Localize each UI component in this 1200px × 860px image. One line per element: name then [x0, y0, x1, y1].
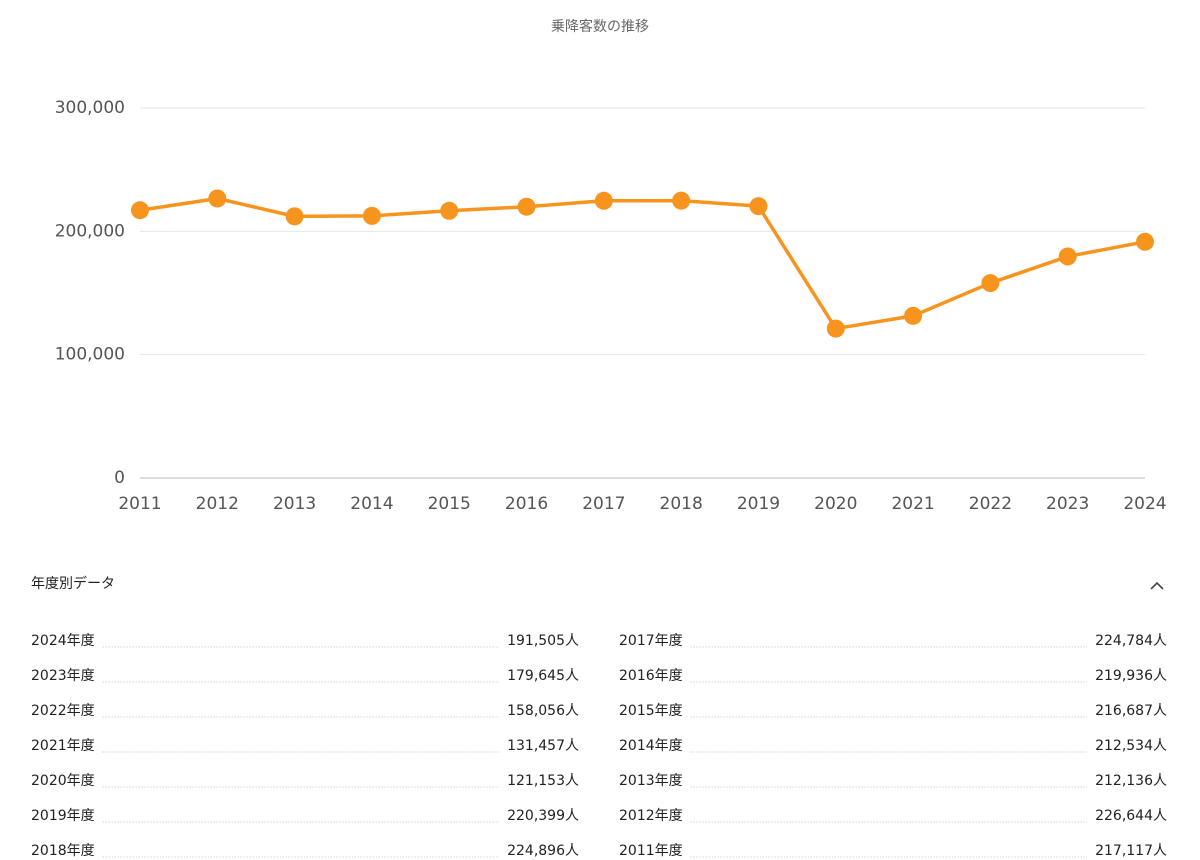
data-point: [131, 201, 149, 220]
row-label: 2018年度: [31, 843, 95, 859]
data-line: [139, 196, 1146, 331]
row-value: 212,534人: [1095, 738, 1167, 754]
x-tick-label: 2014: [350, 494, 393, 514]
row-value: 131,457人: [507, 738, 579, 754]
x-tick-label: 2024: [1123, 494, 1166, 514]
data-point: [749, 197, 768, 216]
x-tick-label: 2019: [737, 494, 780, 514]
row-label: 2014年度: [619, 738, 683, 754]
data-point: [672, 191, 691, 210]
row-value: 226,644人: [1095, 808, 1167, 824]
row-label: 2021年度: [31, 738, 95, 754]
x-tick-label: 2013: [273, 494, 316, 514]
y-tick-label: 300,000: [55, 98, 125, 118]
x-tick-label: 2022: [969, 494, 1012, 514]
row-value: 224,896人: [507, 843, 579, 859]
data-point: [440, 201, 459, 220]
row-label: 2023年度: [31, 668, 95, 684]
x-tick-label: 2016: [505, 494, 548, 514]
chart-title: 乗降客数の推移: [551, 18, 649, 35]
row-label: 2017年度: [619, 633, 683, 649]
y-tick-label: 100,000: [55, 345, 125, 365]
row-value: 179,645人: [507, 668, 579, 684]
x-tick-label: 2017: [582, 494, 625, 514]
x-tick-label: 2011: [118, 494, 161, 514]
row-value: 217,117人: [1095, 843, 1167, 859]
row-label: 2016年度: [619, 668, 683, 684]
data-point: [594, 191, 613, 210]
row-value: 212,136人: [1095, 773, 1167, 789]
row-label: 2015年度: [619, 703, 683, 719]
row-label: 2012年度: [619, 808, 683, 824]
row-label: 2011年度: [619, 843, 683, 859]
row-label: 2020年度: [31, 773, 95, 789]
data-point: [904, 306, 923, 325]
x-tick-label: 2020: [814, 494, 857, 514]
x-tick-label: 2018: [660, 494, 703, 514]
row-value: 121,153人: [507, 773, 579, 789]
data-point: [285, 207, 304, 226]
row-label: 2024年度: [31, 633, 95, 649]
row-value: 191,505人: [507, 633, 579, 649]
row-value: 216,687人: [1095, 703, 1167, 719]
section-title: 年度別データ: [31, 575, 115, 592]
collapse-toggle[interactable]: [1150, 581, 1164, 590]
x-tick-label: 2023: [1046, 494, 1089, 514]
data-point: [1058, 247, 1077, 266]
row-value: 220,399人: [507, 808, 579, 824]
row-value: 224,784人: [1095, 633, 1167, 649]
data-point: [981, 274, 1000, 293]
data-point: [1136, 232, 1154, 251]
x-tick-label: 2012: [196, 494, 239, 514]
row-value: 158,056人: [507, 703, 579, 719]
x-tick-label: 2021: [891, 494, 934, 514]
y-tick-label: 0: [114, 468, 125, 488]
x-tick-label: 2015: [428, 494, 471, 514]
row-label: 2022年度: [31, 703, 95, 719]
row-label: 2013年度: [619, 773, 683, 789]
row-value: 219,936人: [1095, 668, 1167, 684]
data-point: [208, 189, 227, 208]
row-label: 2019年度: [31, 808, 95, 824]
data-point: [362, 206, 381, 225]
data-point: [826, 319, 845, 338]
data-point: [517, 197, 536, 216]
y-tick-label: 200,000: [55, 221, 125, 241]
